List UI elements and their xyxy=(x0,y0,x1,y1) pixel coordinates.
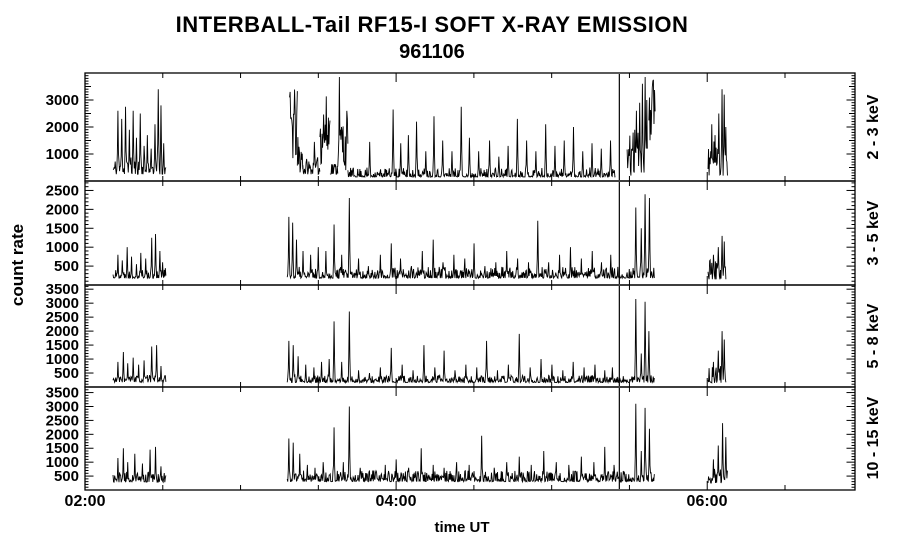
data-trace xyxy=(112,345,167,384)
data-trace xyxy=(626,77,648,176)
y-tick-label: 1500 xyxy=(46,220,79,237)
x-axis-title: time UT xyxy=(434,519,490,536)
data-trace xyxy=(112,233,167,280)
data-trace xyxy=(286,298,655,385)
data-trace xyxy=(286,403,655,484)
panel-frame xyxy=(84,386,856,491)
y-tick-label: 3000 xyxy=(46,398,79,415)
panel-frame xyxy=(84,180,856,286)
x-tick-label-0600: 06:00 xyxy=(686,493,728,510)
y-tick-label: 3000 xyxy=(46,92,79,109)
y-tick-label: 500 xyxy=(54,468,79,485)
y-tick-label: 2000 xyxy=(46,323,79,340)
figure-title: INTERBALL-Tail RF15-I SOFT X-RAY EMISSIO… xyxy=(175,12,689,37)
data-trace xyxy=(286,194,655,280)
data-trace xyxy=(112,89,167,175)
data-trace xyxy=(707,423,728,484)
band-label-3-5kev: 3 - 5 keV xyxy=(865,200,882,266)
data-trace xyxy=(707,235,727,280)
figure-subtitle: 961106 xyxy=(399,41,465,63)
y-tick-label: 1000 xyxy=(46,239,79,256)
y-tick-label: 1500 xyxy=(46,440,79,457)
y-axis-title: count rate xyxy=(8,223,27,307)
y-tick-label: 2000 xyxy=(46,426,79,443)
y-tick-label: 3500 xyxy=(46,281,79,298)
y-tick-label: 1000 xyxy=(46,454,79,471)
y-tick-label: 2500 xyxy=(46,309,79,326)
data-trace xyxy=(112,446,167,484)
data-trace xyxy=(289,89,298,159)
band-label-5-8kev: 5 - 8 keV xyxy=(865,303,882,369)
y-tick-label: 2500 xyxy=(46,412,79,429)
y-tick-label: 500 xyxy=(54,258,79,275)
data-trace xyxy=(648,79,656,141)
y-tick-label: 2000 xyxy=(46,201,79,218)
data-trace xyxy=(707,89,728,176)
band-label-2-3kev: 2 - 3 keV xyxy=(865,94,882,160)
y-tick-label: 1000 xyxy=(46,351,79,368)
y-tick-label: 1500 xyxy=(46,337,79,354)
y-tick-label: 500 xyxy=(54,365,79,382)
y-tick-label: 1000 xyxy=(46,146,79,163)
x-tick-label-0400: 04:00 xyxy=(375,493,417,510)
data-trace xyxy=(337,77,349,171)
data-trace xyxy=(347,106,616,179)
data-trace xyxy=(707,331,727,384)
data-trace xyxy=(302,141,321,176)
panel-frame xyxy=(84,284,856,388)
y-tick-label: 2500 xyxy=(46,182,79,199)
data-trace xyxy=(319,96,331,166)
data-trace xyxy=(296,137,304,173)
band-label-10-15kev: 10 - 15 keV xyxy=(865,396,882,480)
y-tick-label: 3000 xyxy=(46,295,79,312)
y-tick-label: 3500 xyxy=(46,385,79,402)
data-trace xyxy=(329,164,339,175)
x-tick-label-0200: 02:00 xyxy=(64,493,106,510)
y-tick-label: 2000 xyxy=(46,119,79,136)
